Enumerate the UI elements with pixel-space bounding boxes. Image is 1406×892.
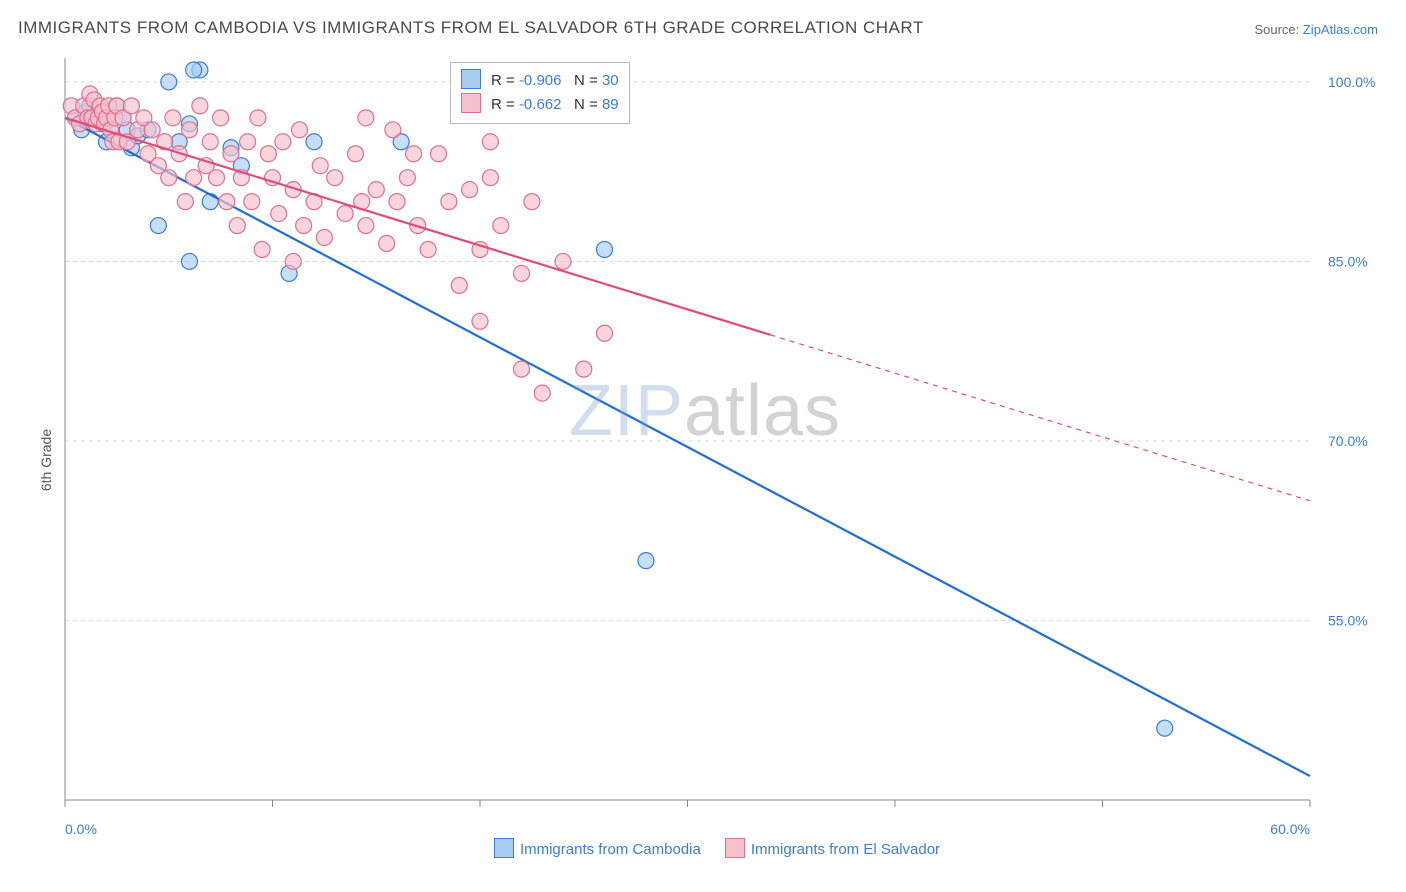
correlation-stats-box: R = -0.906 N = 30R = -0.662 N = 89 [450, 62, 630, 124]
stat-row: R = -0.906 N = 30 [461, 69, 619, 93]
stat-swatch [461, 69, 481, 89]
chart-title: IMMIGRANTS FROM CAMBODIA VS IMMIGRANTS F… [18, 18, 924, 38]
svg-text:85.0%: 85.0% [1328, 253, 1368, 269]
chart-area: 6th Grade 55.0% 70.0% 85.0% 100.0% 0.0% 60.0%… [20, 50, 1390, 870]
legend-label: Immigrants from El Salvador [751, 841, 940, 858]
scatter-plot-svg: 55.0% 70.0% 85.0% 100.0% 0.0% 60.0% [20, 50, 1390, 870]
svg-text:60.0%: 60.0% [1270, 821, 1310, 837]
stat-row: R = -0.662 N = 89 [461, 93, 619, 117]
svg-text:100.0%: 100.0% [1328, 74, 1375, 90]
svg-text:55.0%: 55.0% [1328, 612, 1368, 628]
series-legend: Immigrants from Cambodia Immigrants from … [20, 838, 1390, 858]
legend-label: Immigrants from Cambodia [520, 841, 701, 858]
y-axis-label: 6th Grade [38, 429, 54, 491]
source-link[interactable]: ZipAtlas.com [1303, 22, 1378, 37]
source: Source: ZipAtlas.com [1254, 22, 1378, 37]
svg-text:0.0%: 0.0% [65, 821, 97, 837]
source-label: Source: [1254, 22, 1302, 37]
stat-swatch [461, 93, 481, 113]
svg-text:70.0%: 70.0% [1328, 433, 1368, 449]
legend-swatch [494, 838, 514, 858]
legend-swatch [725, 838, 745, 858]
